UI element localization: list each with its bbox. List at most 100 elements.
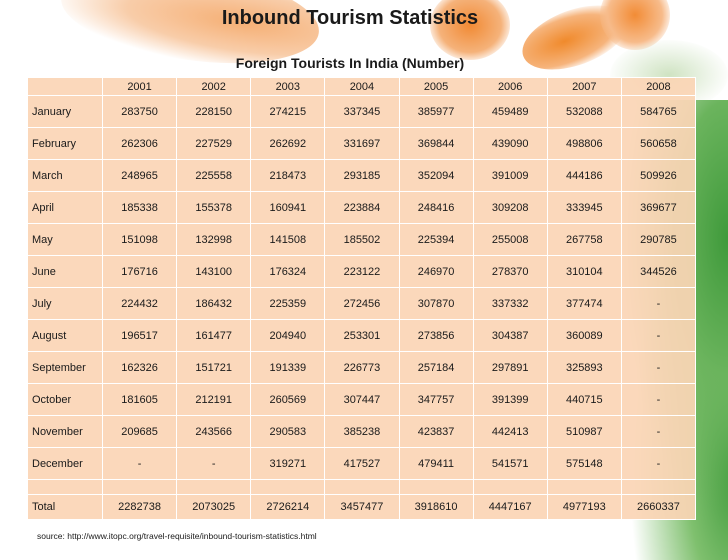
table-cell: 344526 <box>620 255 697 288</box>
table-cell: 253301 <box>324 319 400 352</box>
table-cell: 369677 <box>620 191 697 224</box>
table-cell: 459489 <box>472 95 548 128</box>
table-cell: 509926 <box>620 159 697 192</box>
table-cell: 185338 <box>101 191 178 224</box>
month-label: September <box>27 351 103 384</box>
table-cell: 246970 <box>398 255 474 288</box>
table-cell: 212191 <box>176 383 252 416</box>
table-cell: 309208 <box>472 191 548 224</box>
column-header: 2001 <box>101 77 178 96</box>
table-cell: 360089 <box>546 319 622 352</box>
total-cell: 2073025 <box>176 494 252 520</box>
table-cell: 248965 <box>101 159 178 192</box>
table-cell: - <box>620 383 697 416</box>
table-cell: 290583 <box>250 415 326 448</box>
table-cell: 227529 <box>176 127 252 160</box>
table-cell: 255008 <box>472 223 548 256</box>
table-cell: 347757 <box>398 383 474 416</box>
table-cell: 440715 <box>546 383 622 416</box>
month-label: January <box>27 95 103 128</box>
table-cell: 560658 <box>620 127 697 160</box>
table-cell: 310104 <box>546 255 622 288</box>
table-cell: 143100 <box>176 255 252 288</box>
table-cell: - <box>101 447 178 480</box>
table-cell: 262692 <box>250 127 326 160</box>
month-label: May <box>27 223 103 256</box>
table-cell: 274215 <box>250 95 326 128</box>
table-cell: 155378 <box>176 191 252 224</box>
table-cell: 307447 <box>324 383 400 416</box>
column-header: 2008 <box>620 77 697 96</box>
table-cell: 278370 <box>472 255 548 288</box>
source-citation: source: http://www.itopc.org/travel-requ… <box>27 527 367 545</box>
table-subtitle: Foreign Tourists In India (Number) <box>235 55 465 71</box>
table-cell: 176716 <box>101 255 178 288</box>
table-cell: 272456 <box>324 287 400 320</box>
column-header: 2005 <box>398 77 474 96</box>
table-cell: 176324 <box>250 255 326 288</box>
table-cell: - <box>176 447 252 480</box>
table-cell: 369844 <box>398 127 474 160</box>
table-row: July 224432 186432 225359 272456 307870 337332… <box>27 287 697 320</box>
table-cell: 290785 <box>620 223 697 256</box>
table-cell: 439090 <box>472 127 548 160</box>
table-cell: 479411 <box>398 447 474 480</box>
table-row: June 176716 143100 176324 223122 246970 278370… <box>27 255 697 288</box>
table-cell: 297891 <box>472 351 548 384</box>
table-cell: 243566 <box>176 415 252 448</box>
table-cell: 224432 <box>101 287 178 320</box>
month-label: March <box>27 159 103 192</box>
table-cell: 186432 <box>176 287 252 320</box>
table-row: February 262306 227529 262692 331697 369844 43… <box>27 127 697 160</box>
table-cell: 225359 <box>250 287 326 320</box>
table-cell: 162326 <box>101 351 178 384</box>
table-cell: 260569 <box>250 383 326 416</box>
table-cell: 141508 <box>250 223 326 256</box>
table-cell: 319271 <box>250 447 326 480</box>
table-cell: 352094 <box>398 159 474 192</box>
table-cell: 391399 <box>472 383 548 416</box>
table-cell: 442413 <box>472 415 548 448</box>
table-cell: 151721 <box>176 351 252 384</box>
table-row: November 209685 243566 290583 385238 423837 44… <box>27 415 697 448</box>
column-header: 2007 <box>546 77 622 96</box>
table-cell: 262306 <box>101 127 178 160</box>
table-cell: 385977 <box>398 95 474 128</box>
month-label: July <box>27 287 103 320</box>
month-label: April <box>27 191 103 224</box>
table-cell: 575148 <box>546 447 622 480</box>
month-label: August <box>27 319 103 352</box>
table-cell: 223122 <box>324 255 400 288</box>
page-title: Inbound Tourism Statistics <box>221 7 479 29</box>
table-cell: 337332 <box>472 287 548 320</box>
table-cell: 181605 <box>101 383 178 416</box>
table-cell: 273856 <box>398 319 474 352</box>
table-cell: 257184 <box>398 351 474 384</box>
month-label: October <box>27 383 103 416</box>
column-header: 2002 <box>176 77 252 96</box>
column-header: 2003 <box>250 77 326 96</box>
table-cell: 293185 <box>324 159 400 192</box>
table-cell: 385238 <box>324 415 400 448</box>
table-cell: 225394 <box>398 223 474 256</box>
table-cell: 423837 <box>398 415 474 448</box>
month-label: November <box>27 415 103 448</box>
total-cell: 4447167 <box>472 494 548 520</box>
table-cell: 584765 <box>620 95 697 128</box>
table-cell: - <box>620 415 697 448</box>
tourism-table: 2001 2002 2003 2004 2005 2006 2007 2008 … <box>27 77 697 520</box>
table-cell: 377474 <box>546 287 622 320</box>
table-cell: 160941 <box>250 191 326 224</box>
table-cell: 218473 <box>250 159 326 192</box>
table-spacer-row <box>27 479 697 495</box>
table-cell: - <box>620 351 697 384</box>
table-cell: 209685 <box>101 415 178 448</box>
table-cell: - <box>620 447 697 480</box>
table-cell: 498806 <box>546 127 622 160</box>
total-cell: 2660337 <box>620 494 697 520</box>
table-cell: 510987 <box>546 415 622 448</box>
table-cell: 191339 <box>250 351 326 384</box>
table-row: January 283750 228150 274215 337345 385977 459… <box>27 95 697 128</box>
table-cell: 333945 <box>546 191 622 224</box>
column-header: 2006 <box>472 77 548 96</box>
